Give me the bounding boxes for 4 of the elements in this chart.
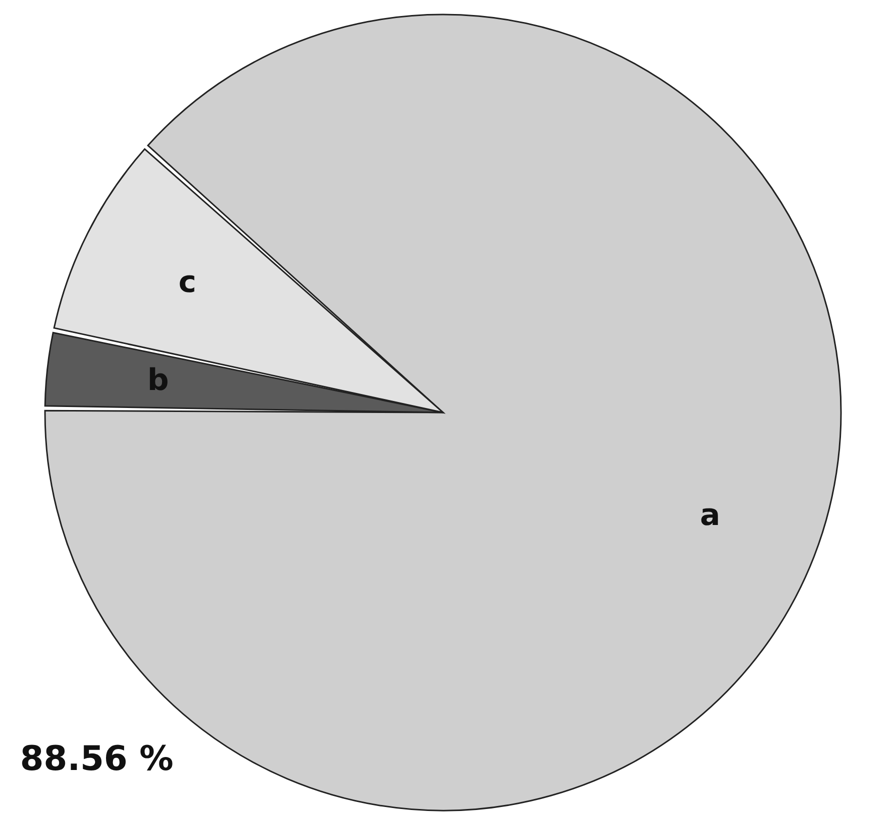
slice-label: a	[700, 498, 720, 534]
slice-label: c	[178, 265, 196, 300]
slice-label: b	[147, 363, 169, 398]
data-label: 88.56 %	[20, 739, 174, 779]
